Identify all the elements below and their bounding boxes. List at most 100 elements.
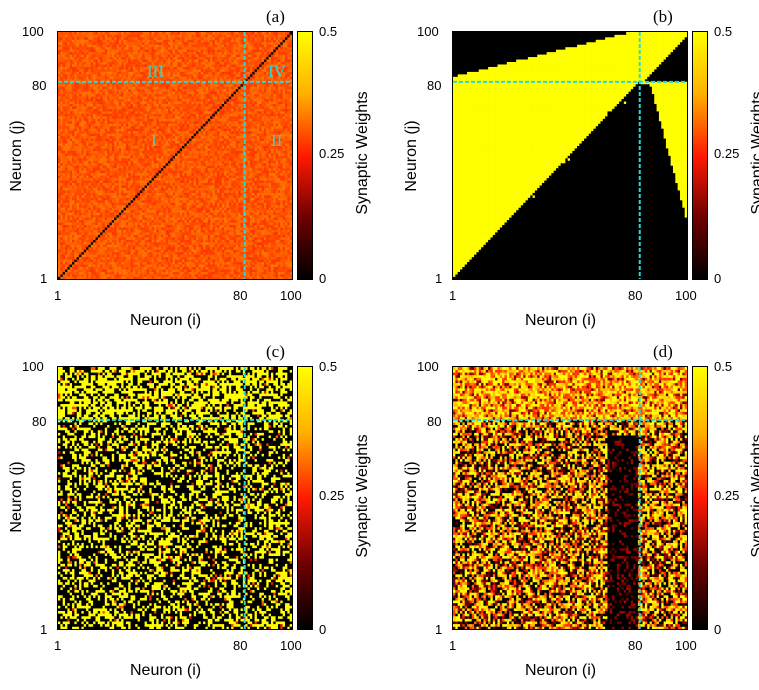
heatmap-cell: [177, 222, 181, 226]
heatmap-cell: [151, 172, 155, 176]
heatmap-cell: [259, 192, 262, 196]
heatmap-cell: [175, 187, 178, 191]
heatmap-cell: [88, 199, 92, 203]
heatmap-cell: [284, 254, 288, 258]
heatmap-cell: [287, 170, 291, 174]
heatmap-cell: [125, 187, 129, 191]
heatmap-cell: [79, 195, 82, 198]
heatmap-cell: [81, 241, 85, 245]
heatmap-cell: [184, 182, 188, 186]
heatmap-cell: [109, 192, 113, 196]
heatmap-cell: [97, 219, 101, 223]
heatmap-cell: [256, 234, 260, 238]
heatmap-cell: [193, 227, 197, 230]
heatmap-cell: [151, 214, 155, 218]
heatmap-cell: [233, 254, 237, 258]
heatmap-cell: [275, 269, 279, 272]
heatmap-cell: [88, 157, 92, 161]
heatmap-cell: [109, 227, 113, 230]
heatmap-cell: [252, 180, 255, 184]
heatmap-cell: [242, 264, 246, 267]
heatmap-cell: [125, 234, 129, 238]
heatmap-cell: [228, 251, 232, 255]
heatmap-cell: [210, 160, 213, 164]
heatmap-cell: [277, 254, 281, 258]
heatmap-cell: [200, 207, 204, 211]
heatmap-cell: [156, 219, 159, 223]
heatmap-cell: [177, 274, 181, 277]
heatmap-cell: [254, 170, 258, 174]
heatmap-cell: [235, 251, 239, 255]
heatmap-cell: [104, 274, 108, 277]
heatmap-cell: [263, 157, 267, 161]
heatmap-cell: [268, 212, 272, 216]
heatmap-cell: [217, 219, 220, 223]
heatmap-cell: [160, 162, 164, 166]
heatmap-cell: [175, 232, 178, 235]
heatmap-cell: [214, 177, 218, 181]
heatmap-cell: [81, 207, 85, 211]
heatmap-cell: [221, 180, 225, 184]
heatmap-cell: [219, 195, 223, 198]
heatmap-cell: [60, 177, 64, 181]
heatmap-cell: [130, 212, 134, 216]
heatmap-cell: [111, 185, 115, 188]
heatmap-cell: [247, 269, 251, 272]
heatmap-cell: [207, 254, 211, 258]
heatmap-cell: [179, 207, 183, 211]
heatmap-cell: [207, 195, 211, 198]
heatmap-cell: [189, 222, 192, 226]
heatmap-cell: [69, 167, 73, 171]
heatmap-cell: [107, 276, 110, 279]
heatmap-cell: [186, 172, 190, 176]
heatmap-cell: [252, 224, 255, 228]
heatmap-cell: [125, 172, 129, 176]
heatmap-cell: [151, 162, 155, 166]
heatmap-cell: [114, 246, 117, 250]
heatmap-cell: [287, 192, 291, 196]
heatmap-cell: [93, 219, 96, 223]
heatmap-cell: [118, 214, 122, 218]
heatmap-cell: [58, 180, 61, 184]
heatmap-cell: [245, 204, 248, 208]
heatmap-cell: [107, 217, 110, 221]
heatmap-cell: [214, 157, 218, 161]
heatmap-cell: [167, 187, 171, 191]
heatmap-cell: [259, 182, 262, 186]
heatmap-cell: [287, 165, 291, 169]
heatmap-cell: [282, 177, 286, 181]
heatmap-cell: [137, 227, 141, 230]
heatmap-cell: [156, 172, 159, 176]
heatmap-cell: [146, 244, 150, 248]
heatmap-cell: [266, 217, 269, 221]
heatmap-cell: [118, 209, 122, 213]
heatmap-cell: [249, 165, 253, 169]
heatmap-cell: [95, 259, 99, 263]
heatmap-cell: [245, 197, 248, 201]
heatmap-cell: [284, 276, 288, 279]
heatmap-cell: [163, 237, 166, 240]
heatmap-cell: [254, 197, 258, 201]
heatmap-cell: [130, 182, 134, 186]
heatmap-cell: [287, 237, 291, 240]
heatmap-cell: [135, 239, 138, 243]
heatmap-cell: [170, 214, 174, 218]
heatmap-cell: [219, 227, 223, 230]
heatmap-cell: [76, 249, 80, 253]
heatmap-cell: [249, 271, 253, 275]
heatmap-cell: [210, 254, 213, 258]
heatmap-cell: [200, 170, 204, 174]
heatmap-cell: [158, 239, 162, 243]
heatmap-cell: [67, 209, 71, 213]
heatmap-cell: [210, 219, 213, 223]
heatmap-cell: [69, 244, 73, 248]
heatmap-cell: [270, 192, 274, 196]
heatmap-cell: [175, 165, 178, 169]
heatmap-cell: [252, 182, 255, 186]
heatmap-cell: [231, 266, 234, 270]
heatmap-cell: [60, 190, 64, 193]
heatmap-cell: [282, 232, 286, 235]
heatmap-cell: [266, 170, 269, 174]
heatmap-cell: [268, 180, 272, 184]
heatmap-cell: [275, 276, 279, 279]
